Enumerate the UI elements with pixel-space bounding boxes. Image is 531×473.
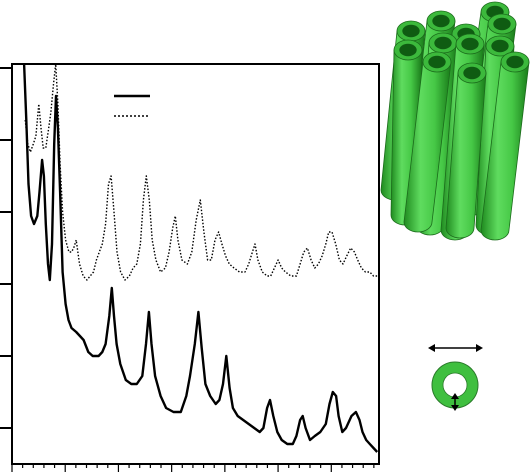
single-tube-cross-section xyxy=(428,344,483,411)
series-layer xyxy=(22,63,379,453)
nanotube-8 xyxy=(480,51,530,241)
x-axis-ticks xyxy=(11,464,375,472)
nanotube-10 xyxy=(403,51,452,233)
outer-diameter-arrow-icon xyxy=(428,344,483,352)
plot-frame xyxy=(11,63,380,465)
series-dotted-line xyxy=(24,63,378,281)
y-axis-ticks xyxy=(0,67,12,429)
nanotube-bundle-illustration xyxy=(380,1,530,241)
wall-thickness-arrow-icon xyxy=(451,393,459,411)
nanotube-11 xyxy=(445,62,487,239)
legend xyxy=(114,94,150,117)
series-solid-line xyxy=(22,63,379,453)
